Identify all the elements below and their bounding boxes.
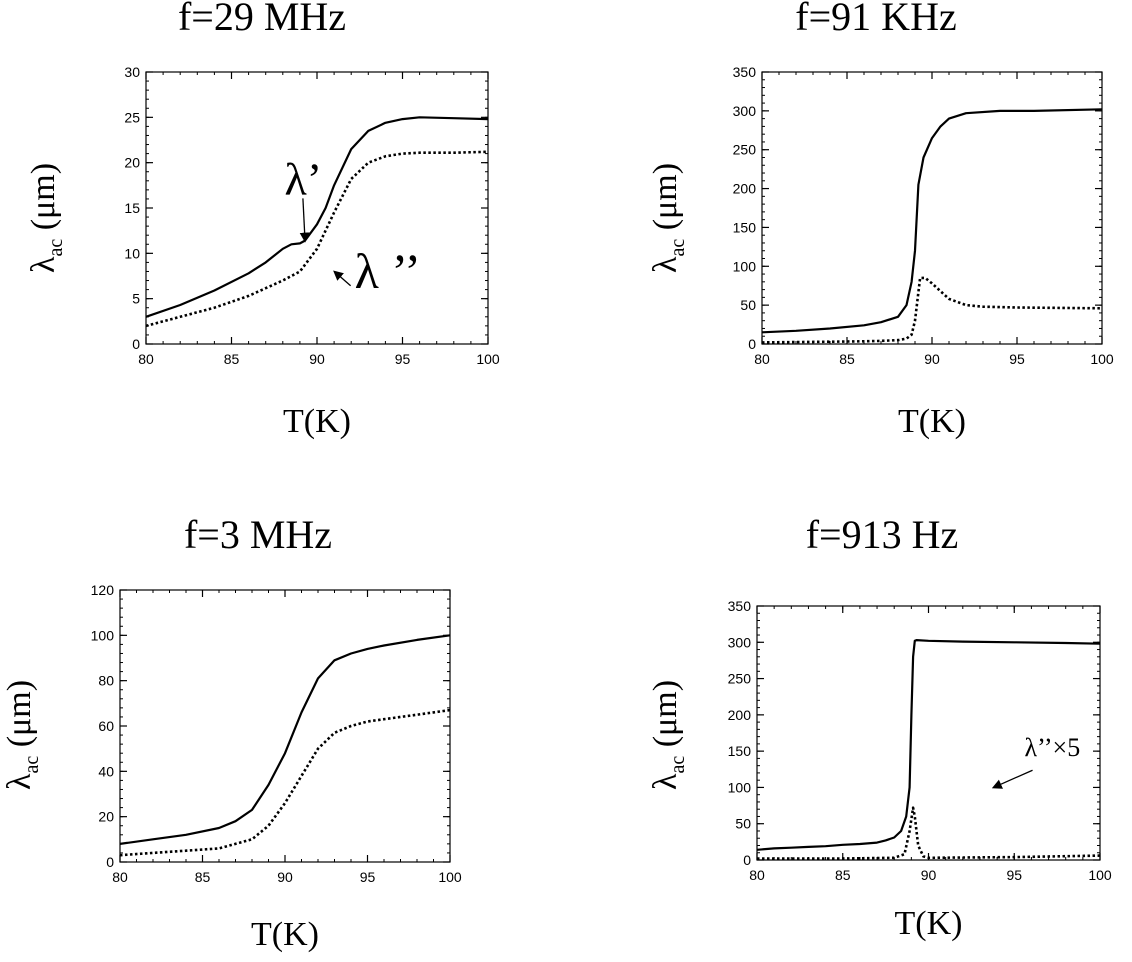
- annotation-label: λ’’×5: [1025, 733, 1081, 762]
- y-tick-label: 15: [124, 200, 140, 216]
- x-tick-label: 95: [360, 869, 376, 885]
- annotation-arrow: [333, 270, 352, 287]
- series-line-solid: [756, 638, 1101, 851]
- x-tick-label: 100: [476, 351, 500, 367]
- y-tick-label: 20: [98, 809, 114, 825]
- y-axis-label-symbol: λ: [25, 256, 62, 273]
- x-tick-label: 90: [277, 869, 293, 885]
- y-tick-label: 5: [132, 291, 140, 307]
- x-axis-label: T(K): [283, 403, 351, 440]
- y-tick-label: 50: [740, 297, 756, 313]
- x-tick-label: 90: [924, 351, 940, 367]
- series-line-dotted: [145, 150, 489, 328]
- series-line-solid: [761, 108, 1103, 334]
- x-axis-label: T(K): [251, 916, 319, 953]
- x-tick-label: 100: [438, 869, 462, 885]
- y-tick-label: 150: [728, 743, 752, 759]
- x-tick-label: 85: [224, 351, 240, 367]
- annotation-label: λ’: [285, 153, 323, 204]
- chart-panel-4: f=913 Hz 80 85 90 95 100 0 50 100 150 200 250 300 350…: [647, 512, 1112, 942]
- plot-frame: [761, 71, 1103, 345]
- annotation-arrow: [991, 769, 1033, 789]
- x-axis-label: T(K): [898, 403, 966, 440]
- y-tick-label: 200: [733, 181, 757, 197]
- y-tick-label: 100: [733, 258, 757, 274]
- x-tick-label: 80: [754, 351, 770, 367]
- x-tick-label: 80: [138, 351, 154, 367]
- series-line-dotted: [761, 276, 1103, 344]
- chart-title: f=3 MHz: [184, 512, 332, 557]
- y-tick-label: 40: [98, 763, 114, 779]
- y-axis-label-subscript: ac: [21, 756, 43, 774]
- y-tick-label: 30: [124, 64, 140, 80]
- chart-panel-2: f=91 KHz 80 85 90 95 100 0 50 100 150 200 250 300 350…: [647, 0, 1114, 440]
- x-tick-label: 95: [1006, 867, 1022, 883]
- y-tick-label: 300: [728, 634, 752, 650]
- series-line-dotted: [119, 708, 451, 857]
- y-axis-label-unit: (μm): [647, 680, 684, 756]
- y-tick-label: 0: [132, 336, 140, 352]
- x-tick-label: 80: [749, 867, 765, 883]
- y-tick-label: 100: [91, 627, 115, 643]
- y-tick-label: 10: [124, 245, 140, 261]
- x-tick-label: 85: [835, 867, 851, 883]
- y-tick-label: 300: [733, 103, 757, 119]
- y-tick-label: 0: [106, 854, 114, 870]
- y-tick-label: 25: [124, 109, 140, 125]
- y-tick-label: 20: [124, 155, 140, 171]
- y-tick-label: 350: [728, 598, 752, 614]
- y-axis-label: λac (μm): [647, 163, 689, 273]
- x-tick-label: 80: [112, 869, 128, 885]
- y-tick-label: 0: [748, 336, 756, 352]
- y-axis-label-symbol: λ: [647, 256, 684, 273]
- y-tick-label: 80: [98, 673, 114, 689]
- x-tick-label: 95: [395, 351, 411, 367]
- y-tick-label: 350: [733, 64, 757, 80]
- y-axis-label-subscript: ac: [45, 239, 67, 257]
- chart-title: f=29 MHz: [178, 0, 346, 39]
- y-tick-label: 150: [733, 219, 757, 235]
- x-tick-label: 95: [1009, 351, 1025, 367]
- chart-title: f=91 KHz: [795, 0, 956, 39]
- y-tick-label: 60: [98, 718, 114, 734]
- plot-frame: [119, 589, 451, 863]
- x-axis-label: T(K): [895, 905, 963, 942]
- y-tick-label: 50: [735, 816, 751, 832]
- y-axis-label: λac (μm): [647, 680, 689, 790]
- x-tick-label: 85: [195, 869, 211, 885]
- series-line-dotted: [757, 806, 1101, 860]
- y-tick-label: 100: [728, 779, 752, 795]
- y-tick-label: 200: [728, 707, 752, 723]
- y-axis-label-symbol: λ: [647, 773, 684, 790]
- y-axis-label: λac (μm): [25, 163, 67, 273]
- series-line-solid: [119, 634, 451, 845]
- x-tick-label: 85: [839, 351, 855, 367]
- chart-title: f=913 Hz: [806, 512, 959, 557]
- x-tick-label: 100: [1090, 351, 1114, 367]
- series-line-solid: [145, 116, 489, 318]
- y-tick-label: 250: [733, 142, 757, 158]
- y-axis-label-unit: (μm): [1, 680, 38, 756]
- y-tick-label: 250: [728, 671, 752, 687]
- y-axis-label-unit: (μm): [647, 163, 684, 239]
- chart-panel-1: f=29 MHz 80 85 90 95 100 0 5 10 15 20 25 30 T(K) λac (…: [25, 0, 500, 440]
- plot-frame: [145, 71, 489, 345]
- annotation-arrow: [299, 198, 310, 243]
- y-axis-label-subscript: ac: [667, 239, 689, 257]
- y-axis-label-subscript: ac: [667, 756, 689, 774]
- y-tick-label: 0: [743, 852, 751, 868]
- x-tick-label: 90: [309, 351, 325, 367]
- y-axis-label-symbol: λ: [1, 773, 38, 790]
- chart-panel-3: f=3 MHz 80 85 90 95 100 0 20 40 60 80 100 120 T(K) λac…: [1, 512, 462, 953]
- y-axis-label-unit: (μm): [25, 163, 62, 239]
- annotation-label: λ ’’: [355, 243, 421, 299]
- x-tick-label: 100: [1088, 867, 1112, 883]
- y-tick-label: 120: [91, 582, 115, 598]
- y-axis-label: λac (μm): [1, 680, 43, 790]
- x-tick-label: 90: [921, 867, 937, 883]
